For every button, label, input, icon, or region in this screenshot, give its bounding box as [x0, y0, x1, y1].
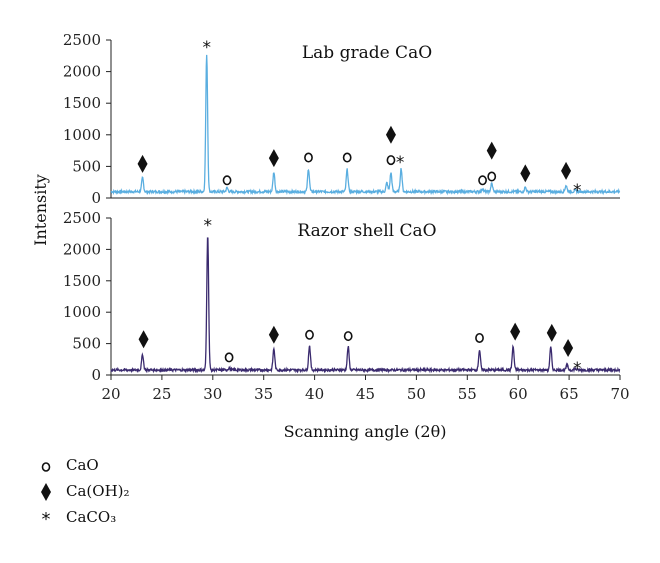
- legend-label: CaCO₃: [66, 508, 117, 526]
- y-tick-label: 500: [72, 335, 101, 353]
- y-axis-label: Intensity: [31, 174, 50, 246]
- diamond-marker: [561, 161, 572, 180]
- panel-1: 0 500 1000 1500 2000 2500 * * Razor shell CaO: [63, 209, 621, 384]
- circle-marker: [342, 152, 352, 163]
- x-tick-label: 20: [101, 385, 120, 403]
- circle-marker: [475, 332, 484, 343]
- circle-marker: [304, 152, 313, 163]
- y-tick-label: 1500: [63, 272, 101, 290]
- x-tick-label: 45: [356, 385, 375, 403]
- x-tick-label: 40: [305, 385, 324, 403]
- y-tick-label: 0: [91, 366, 101, 384]
- diamond-marker: [137, 154, 148, 173]
- panel-title: Lab grade CaO: [302, 43, 432, 63]
- circle-marker: [224, 352, 234, 363]
- diamond-marker: [546, 323, 557, 342]
- y-tick-label: 1500: [63, 94, 101, 112]
- legend-label: Ca(OH)₂: [66, 482, 130, 500]
- diamond-marker-icon: [41, 483, 51, 501]
- circle-marker: [343, 331, 353, 342]
- x-axis-label: Scanning angle (2θ): [284, 422, 447, 441]
- y-tick-label: 0: [91, 189, 101, 207]
- x-tick-label: 70: [610, 385, 629, 403]
- y-tick-label: 500: [72, 157, 101, 175]
- y-tick-label: 2000: [63, 240, 101, 258]
- y-tick-label: 2500: [63, 209, 101, 227]
- star-marker: *: [573, 181, 582, 201]
- circle-marker: [386, 155, 396, 166]
- panel-0: 0 500 1000 1500 2000 2500 * * * Lab grade CaO: [63, 31, 621, 207]
- series-line: [110, 54, 621, 196]
- circle-marker: [487, 171, 497, 182]
- x-tick-label: 30: [203, 385, 222, 403]
- circle-marker: [222, 175, 232, 186]
- diamond-marker: [520, 164, 531, 183]
- star-marker: *: [203, 216, 212, 236]
- y-tick-label: 2000: [63, 63, 101, 81]
- circle-marker-icon: [41, 462, 51, 472]
- star-marker: *: [396, 153, 405, 173]
- x-tick-label: 50: [407, 385, 426, 403]
- x-tick-label: 65: [560, 385, 579, 403]
- diamond-marker: [486, 141, 497, 160]
- x-axis: 20 25 30 35 40 45 50 55 60 65 70: [101, 197, 630, 403]
- diamond-marker: [510, 322, 521, 341]
- star-marker: *: [573, 359, 582, 379]
- x-tick-label: 60: [509, 385, 528, 403]
- x-tick-label: 25: [152, 385, 171, 403]
- diamond-marker: [563, 338, 574, 357]
- y-tick-label: 1000: [63, 303, 101, 321]
- circle-marker: [305, 329, 314, 340]
- star-marker-icon: *: [42, 509, 51, 528]
- star-marker: *: [202, 38, 211, 58]
- diamond-marker: [385, 125, 396, 144]
- diamond-marker: [138, 330, 149, 349]
- x-tick-label: 55: [458, 385, 477, 403]
- legend-label: CaO: [66, 456, 99, 474]
- diamond-marker: [268, 149, 279, 168]
- y-tick-label: 2500: [63, 31, 101, 49]
- x-tick-label: 35: [254, 385, 273, 403]
- panel-title: Razor shell CaO: [297, 221, 436, 241]
- diamond-marker: [268, 325, 279, 344]
- y-tick-label: 1000: [63, 126, 101, 144]
- circle-marker: [478, 175, 487, 186]
- series-line: [110, 237, 621, 374]
- svg-text:*: *: [42, 509, 51, 528]
